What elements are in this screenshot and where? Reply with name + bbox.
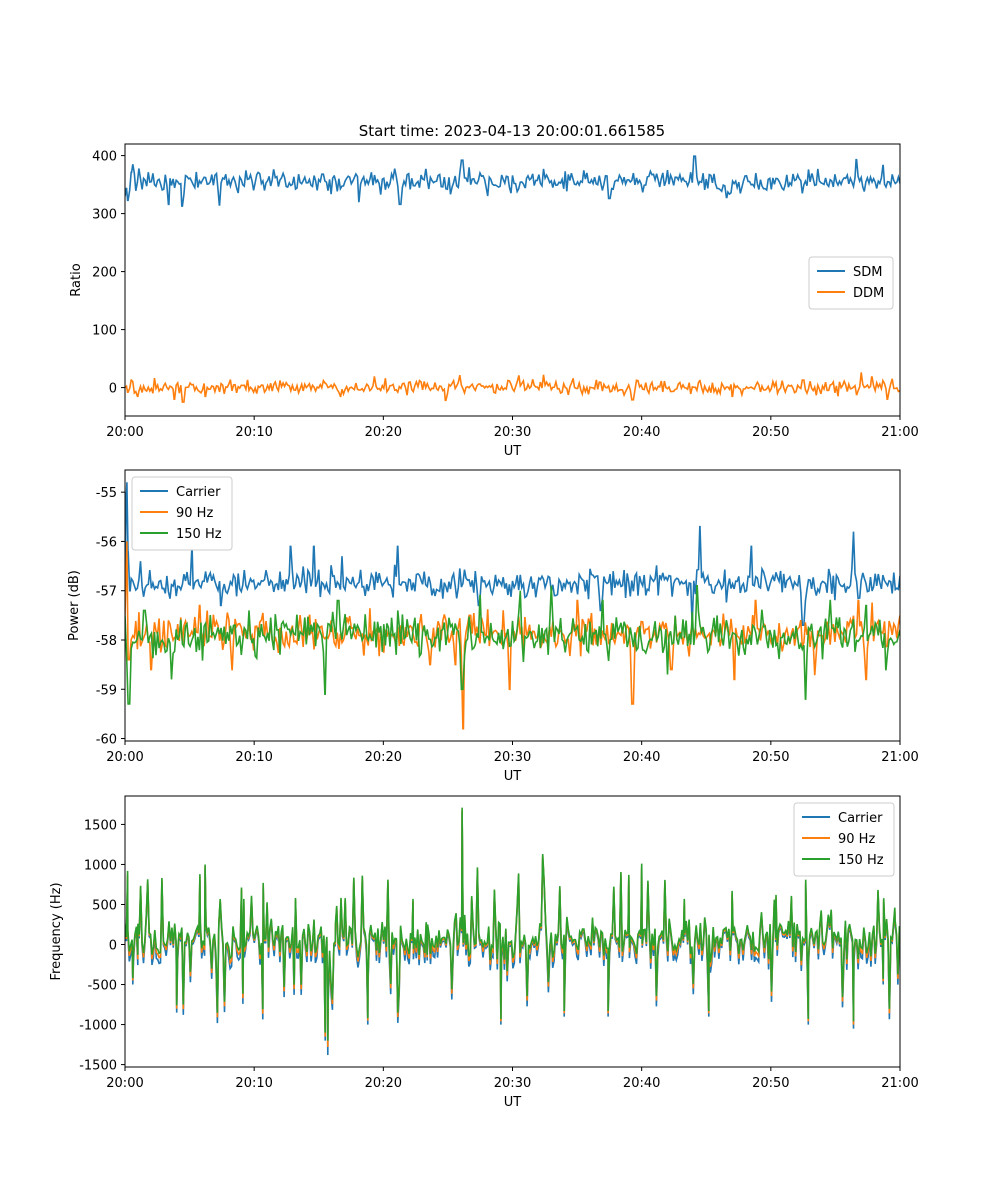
x-axis-label: UT (504, 444, 522, 459)
x-tick-label: 20:30 (494, 1076, 531, 1091)
series-line-ddm (125, 372, 900, 403)
legend-label: Carrier (838, 811, 883, 826)
x-axis-label: UT (504, 1095, 522, 1110)
legend-label: 90 Hz (838, 832, 875, 847)
chart-panel-1: 20:00 20:10 20:20 20:30 20:40 20:50 21:00 0 100 2… (69, 143, 919, 459)
series-line-150-hz (125, 585, 900, 705)
legend-label: 90 Hz (176, 506, 213, 521)
y-tick-label: -59 (96, 683, 117, 698)
figure-title: Start time: 2023-04-13 20:00:01.661585 (359, 122, 665, 140)
x-tick-label: 20:20 (365, 1076, 402, 1091)
legend-box (131, 476, 233, 551)
x-tick-label: 21:00 (881, 750, 918, 765)
y-axis-label: Frequency (Hz) (49, 882, 64, 980)
y-tick-label: 0 (109, 939, 117, 954)
y-tick-label: 400 (92, 150, 117, 165)
x-tick-label: 20:40 (623, 750, 660, 765)
x-tick-label: 20:40 (623, 425, 660, 440)
y-tick-label: 1500 (84, 818, 117, 833)
legend-label: 150 Hz (176, 527, 222, 542)
x-tick-label: 20:00 (106, 1076, 143, 1091)
y-axis-label: Power (dB) (67, 570, 82, 641)
legend: Carrier 90 Hz 150 Hz (131, 476, 233, 551)
y-tick-label: -60 (96, 733, 117, 748)
x-tick-label: 20:10 (235, 1076, 272, 1091)
legend-box (793, 802, 895, 877)
y-tick-label: -55 (96, 486, 117, 501)
x-tick-label: 20:50 (752, 425, 789, 440)
series-line-carrier (125, 482, 900, 626)
legend-label: SDM (853, 265, 882, 280)
x-tick-label: 20:40 (623, 1076, 660, 1091)
y-axis-label: Ratio (69, 263, 84, 296)
legend-label: DDM (853, 286, 884, 301)
legend: SDM DDM (808, 256, 894, 310)
y-tick-label: 100 (92, 324, 117, 339)
x-axis-label: UT (504, 769, 522, 784)
x-tick-label: 20:30 (494, 750, 531, 765)
x-tick-label: 20:20 (365, 750, 402, 765)
y-tick-label: 300 (92, 208, 117, 223)
series-line-150-hz (125, 807, 900, 1041)
y-tick-label: -500 (87, 979, 117, 994)
chart-panels: 20:00 20:10 20:20 20:30 20:40 20:50 21:00 0 100 2… (49, 143, 919, 1110)
series-line-sdm (125, 155, 900, 207)
y-tick-label: 200 (92, 266, 117, 281)
x-tick-label: 20:50 (752, 750, 789, 765)
y-tick-label: 0 (109, 382, 117, 397)
x-tick-label: 20:20 (365, 425, 402, 440)
x-tick-label: 20:10 (235, 750, 272, 765)
x-tick-label: 20:10 (235, 425, 272, 440)
x-tick-label: 20:00 (106, 750, 143, 765)
y-tick-label: -57 (96, 585, 117, 600)
x-tick-label: 20:00 (106, 425, 143, 440)
chart-panel-3: 20:00 20:10 20:20 20:30 20:40 20:50 21:00 -1500… (49, 795, 919, 1110)
x-tick-label: 21:00 (881, 425, 918, 440)
y-tick-label: 500 (92, 898, 117, 913)
legend-label: Carrier (176, 485, 221, 500)
x-tick-label: 20:50 (752, 1076, 789, 1091)
legend: Carrier 90 Hz 150 Hz (793, 802, 895, 877)
y-tick-label: -58 (96, 634, 117, 649)
y-tick-label: -56 (96, 535, 117, 550)
chart-panel-2: 20:00 20:10 20:20 20:30 20:40 20:50 21:00 -60 -5… (67, 469, 919, 784)
y-tick-label: 1000 (84, 858, 117, 873)
x-tick-label: 21:00 (881, 1076, 918, 1091)
x-tick-label: 20:30 (494, 425, 531, 440)
legend-label: 150 Hz (838, 853, 884, 868)
y-tick-label: -1000 (79, 1019, 117, 1034)
y-tick-label: -1500 (79, 1059, 117, 1074)
